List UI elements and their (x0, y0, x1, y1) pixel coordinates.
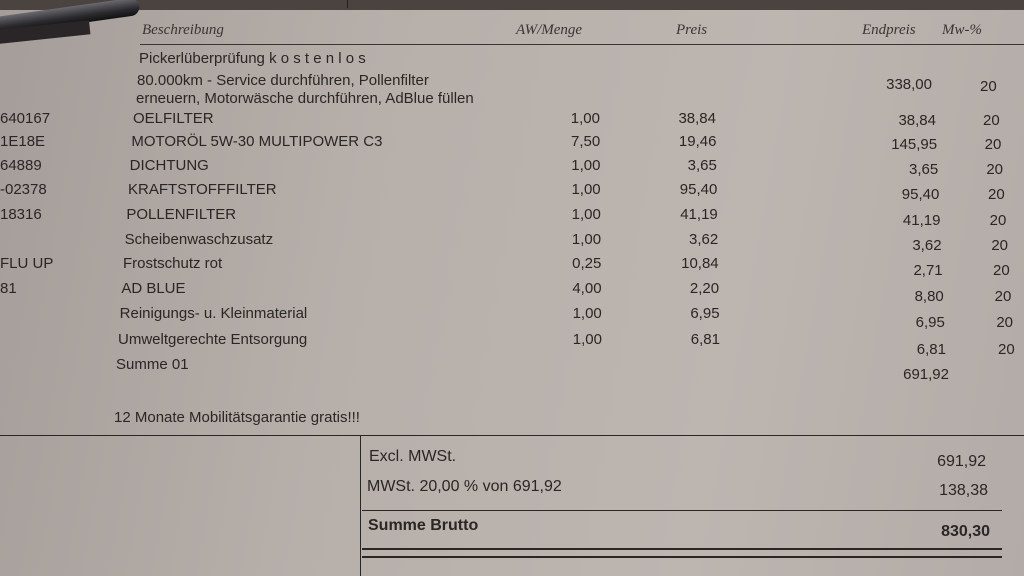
header-rule (140, 44, 1024, 45)
item-description: Scheibenwaschzusatz (124, 231, 274, 248)
item-quantity: 1,00 (571, 206, 601, 223)
item-total: 8,80 (914, 288, 944, 306)
item-code: 640167 (0, 110, 51, 127)
item-quantity: 7,50 (571, 133, 601, 150)
item-total: 3,65 (909, 160, 939, 178)
item-price: 41,19 (680, 206, 718, 223)
item-description: DICHTUNG (129, 157, 209, 174)
item-vat: 20 (989, 211, 1007, 229)
item-price: 95,40 (679, 181, 718, 198)
item-total: 6,81 (916, 341, 946, 358)
item-quantity: 4,00 (572, 280, 602, 297)
item-quantity: 1,00 (570, 110, 600, 127)
item-vat: 20 (984, 135, 1002, 153)
note: 12 Monate Mobilitätsgarantie gratis!!! (114, 409, 360, 426)
section-rule (0, 435, 1024, 436)
item-vat: 20 (986, 160, 1004, 178)
net-label: Excl. MWSt. (369, 448, 457, 465)
totals-border (360, 436, 361, 576)
item-vat: 20 (983, 112, 1000, 129)
item-code: 1E18E (0, 133, 46, 150)
gross-value: 830,30 (941, 523, 990, 540)
item-quantity: 1,00 (571, 157, 601, 174)
item-total: 38,84 (898, 112, 936, 129)
item-quantity: 1,00 (571, 231, 602, 248)
item-code: 81 (0, 280, 17, 297)
double-rule-bottom (362, 556, 1002, 558)
item-vat: 20 (991, 237, 1009, 255)
intro-line: Pickerlüberprüfung k o s t e n l o s (139, 50, 366, 67)
item-total: 2,71 (913, 262, 943, 280)
item-description: Umweltgerechte Entsorgung (118, 331, 308, 348)
item-price: 19,46 (678, 133, 717, 150)
header-quantity: AW/Menge (516, 22, 583, 38)
double-rule-top (362, 548, 1002, 550)
item-price: 3,62 (689, 231, 719, 248)
item-total: 3,62 (912, 237, 942, 255)
item-description: Reinigungs- u. Kleinmaterial (119, 305, 308, 322)
net-value: 691,92 (937, 453, 986, 470)
item-description: AD BLUE (121, 280, 186, 297)
service-line-2: erneuern, Motorwäsche durchführen, AdBlu… (136, 90, 474, 107)
service-vat: 20 (980, 78, 997, 95)
item-price: 6,95 (690, 305, 720, 322)
subtotal-value: 691,92 (903, 366, 949, 383)
item-price: 3,65 (687, 157, 717, 174)
header-description: Beschreibung (142, 22, 224, 38)
item-vat: 20 (994, 288, 1012, 306)
item-price: 38,84 (678, 110, 716, 127)
item-vat: 20 (996, 314, 1014, 332)
item-code: -02378 (0, 181, 47, 198)
service-total: 338,00 (886, 76, 932, 93)
totals-rule (362, 510, 1002, 511)
vat-value: 138,38 (939, 482, 988, 499)
item-total: 41,19 (902, 211, 941, 229)
item-price: 10,84 (681, 255, 719, 272)
gross-label: Summe Brutto (368, 517, 479, 534)
item-vat: 20 (988, 185, 1005, 203)
item-description: MOTORÖL 5W-30 MULTIPOWER C3 (131, 133, 383, 150)
service-line-1: 80.000km - Service durchführen, Pollenfi… (137, 72, 429, 89)
item-total: 145,95 (891, 135, 938, 153)
item-code: FLU UP (0, 255, 54, 272)
item-price: 2,20 (689, 280, 720, 297)
item-quantity: 1,00 (572, 331, 602, 348)
item-quantity: 1,00 (572, 305, 602, 322)
item-description: OELFILTER (133, 110, 214, 127)
item-description: POLLENFILTER (126, 206, 237, 223)
vat-label: MWSt. 20,00 % von 691,92 (367, 478, 562, 495)
header-price: Preis (676, 22, 708, 38)
item-code: 64889 (0, 157, 42, 174)
item-total: 6,95 (915, 314, 945, 332)
subtotal-label: Summe 01 (116, 356, 189, 373)
header-vat: Mw-% (942, 22, 982, 38)
divider (347, 0, 348, 8)
item-description: Frostschutz rot (123, 255, 223, 272)
item-quantity: 1,00 (571, 181, 601, 198)
item-quantity: 0,25 (572, 255, 602, 272)
item-description: KRAFTSTOFFFILTER (128, 181, 277, 198)
item-total: 95,40 (901, 185, 940, 203)
header-total: Endpreis (862, 22, 916, 38)
item-vat: 20 (993, 262, 1010, 280)
item-code: 18316 (0, 206, 42, 223)
item-price: 6,81 (690, 331, 720, 348)
desk-background (0, 0, 1024, 10)
item-vat: 20 (998, 341, 1015, 358)
